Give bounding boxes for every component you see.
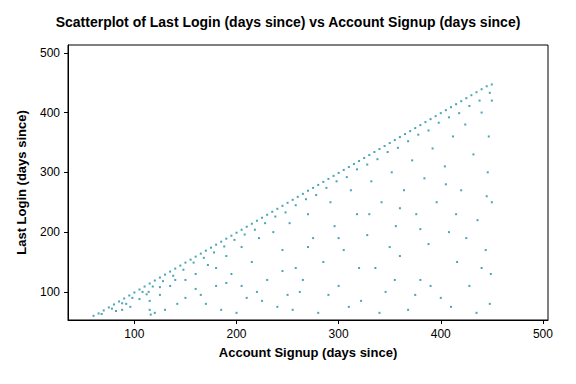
svg-text:Account Signup (days since): Account Signup (days since): [219, 345, 397, 360]
svg-text:300: 300: [40, 165, 60, 179]
svg-text:200: 200: [226, 327, 246, 341]
svg-text:400: 400: [431, 327, 451, 341]
svg-text:500: 500: [40, 46, 60, 60]
svg-text:100: 100: [40, 285, 60, 299]
svg-text:500: 500: [533, 327, 553, 341]
svg-text:200: 200: [40, 225, 60, 239]
svg-text:400: 400: [40, 106, 60, 120]
svg-text:Last Login (days since): Last Login (days since): [14, 110, 29, 254]
svg-text:100: 100: [124, 327, 144, 341]
svg-text:Scatterplot of Last Login (day: Scatterplot of Last Login (days since) v…: [56, 14, 521, 30]
svg-text:300: 300: [329, 327, 349, 341]
